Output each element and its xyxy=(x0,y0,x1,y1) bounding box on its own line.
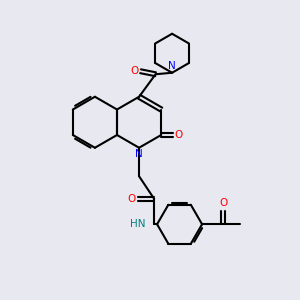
Text: N: N xyxy=(135,149,143,159)
Text: O: O xyxy=(175,130,183,140)
Text: HN: HN xyxy=(130,219,146,229)
Text: O: O xyxy=(219,198,227,208)
Text: O: O xyxy=(128,194,136,204)
Text: N: N xyxy=(168,61,176,71)
Text: O: O xyxy=(131,66,139,76)
